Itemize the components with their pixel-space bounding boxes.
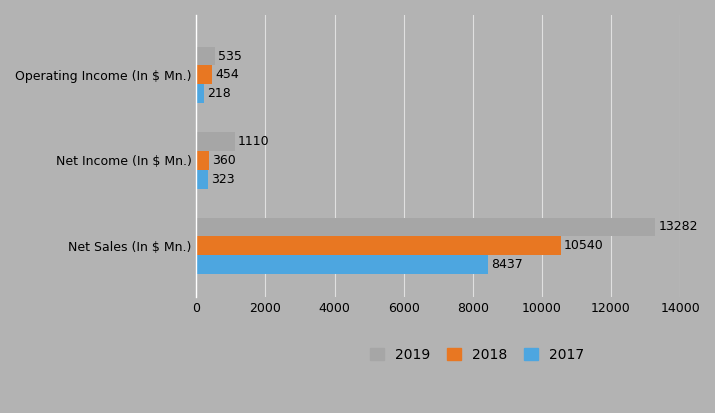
Bar [197,151,209,170]
Bar [197,65,212,84]
Bar [197,132,235,151]
Legend: 2019, 2018, 2017: 2019, 2018, 2017 [363,341,591,368]
Text: 13282: 13282 [659,221,698,233]
Text: 323: 323 [211,173,235,185]
Bar [197,255,488,274]
Bar [197,84,204,103]
Bar [197,218,656,236]
Text: 360: 360 [212,154,236,167]
Text: 535: 535 [218,50,242,62]
Bar [197,170,207,188]
Text: 454: 454 [215,68,239,81]
Text: 218: 218 [207,87,231,100]
Bar [197,47,214,65]
Bar [197,236,561,255]
Text: 8437: 8437 [491,258,523,271]
Text: 10540: 10540 [563,239,603,252]
Text: 1110: 1110 [238,135,270,148]
